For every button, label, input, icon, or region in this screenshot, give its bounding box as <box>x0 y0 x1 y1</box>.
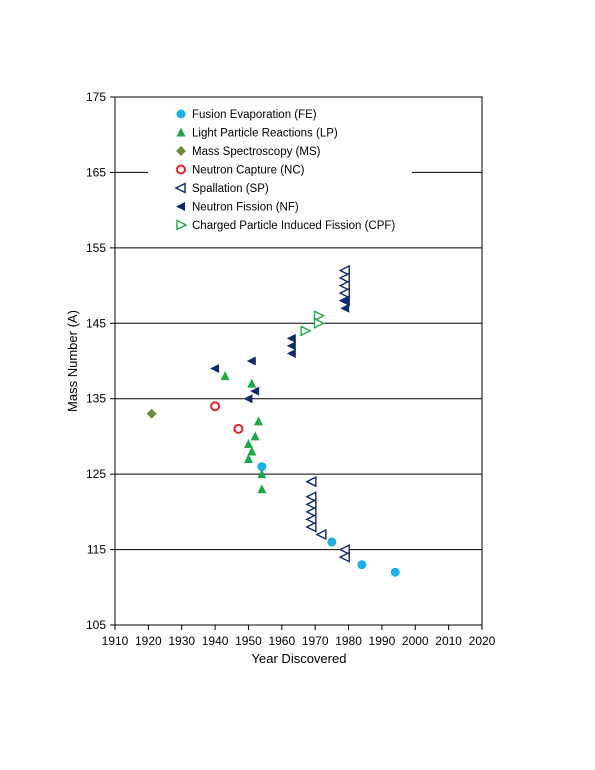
legend-entry: Mass Spectroscopy (MS) <box>176 146 321 158</box>
legend-label: Spallation (SP) <box>192 183 269 195</box>
data-point <box>338 551 350 563</box>
legend-label: Light Particle Reactions (LP) <box>192 128 338 140</box>
data-point <box>286 341 296 351</box>
legend-marker <box>176 202 185 211</box>
y-tick-label: 145 <box>86 316 106 330</box>
data-point <box>338 287 350 299</box>
legend-entry: Fusion Evaporation (FE) <box>176 109 317 121</box>
data-point <box>243 454 253 464</box>
data-point <box>305 476 317 488</box>
data-point <box>357 560 367 570</box>
data-point <box>250 431 260 441</box>
data-point <box>390 567 400 577</box>
data-point <box>305 513 317 526</box>
data-point <box>313 317 326 329</box>
legend-marker <box>176 164 186 175</box>
x-tick-label: 1930 <box>168 634 195 648</box>
x-tick-label: 1950 <box>235 634 262 648</box>
x-axis-label: Year Discovered <box>252 651 347 666</box>
legend-entry: Spallation (SP) <box>174 182 269 195</box>
x-tick-label: 2000 <box>402 634 429 648</box>
plot-area-frame <box>114 96 483 626</box>
data-point <box>338 543 350 556</box>
x-tick-label: 1910 <box>102 634 129 648</box>
x-tick-label: 1970 <box>302 634 329 648</box>
data-point <box>210 364 220 374</box>
legend-marker <box>176 127 186 137</box>
data-point <box>250 386 260 396</box>
legend-label: Mass Spectroscopy (MS) <box>192 146 321 158</box>
data-point <box>243 394 253 404</box>
axes: 105 115 125 135 145 155 165 175 1910 1920 1930 1940… <box>86 90 496 648</box>
series-group <box>220 371 267 494</box>
x-tick-label: 2010 <box>435 634 462 648</box>
legend-entry: Neutron Capture (NC) <box>176 164 305 177</box>
legend-entry: Light Particle Reactions (LP) <box>176 127 338 140</box>
data-point <box>300 325 312 337</box>
legend-label: Neutron Capture (NC) <box>192 165 305 177</box>
y-tick-label: 115 <box>87 543 106 557</box>
data-point <box>220 371 230 381</box>
legend-marker <box>176 146 186 156</box>
legend: Fusion Evaporation (FE) Light Particle Re… <box>148 103 412 237</box>
y-tick-label: 165 <box>86 165 106 179</box>
y-tick-label: 135 <box>86 392 106 406</box>
data-point <box>257 484 267 494</box>
legend-label: Fusion Evaporation (FE) <box>192 109 317 121</box>
data-point <box>247 378 257 388</box>
y-tick-label: 155 <box>86 241 106 255</box>
data-point <box>338 264 350 277</box>
x-tick-label: 1960 <box>268 634 295 648</box>
data-point <box>313 310 326 322</box>
y-axis-label: Mass Number (A) <box>65 310 80 412</box>
data-point <box>286 333 296 343</box>
legend-background <box>148 103 412 237</box>
data-point <box>146 408 157 419</box>
y-tick-label: 175 <box>86 90 106 104</box>
data-point <box>247 446 257 456</box>
x-tick-label: 1920 <box>135 634 162 648</box>
data-point <box>286 348 296 358</box>
data-point <box>246 356 256 366</box>
data-point <box>340 296 350 306</box>
legend-marker <box>174 182 186 194</box>
x-tick-label: 1940 <box>202 634 229 648</box>
data-point <box>338 279 350 292</box>
series-group <box>210 401 244 434</box>
legend-entry: Charged Particle Induced Fission (CPF) <box>176 219 395 232</box>
series-group <box>257 462 400 577</box>
series-group <box>146 408 157 419</box>
data-points <box>146 264 400 577</box>
data-point <box>257 469 267 479</box>
y-tick-label: 125 <box>86 467 106 481</box>
legend-entry: Neutron Fission (NF) <box>176 202 299 214</box>
legend-marker <box>176 109 186 119</box>
data-point <box>305 521 317 533</box>
y-tick-label: 105 <box>86 618 106 632</box>
data-point <box>243 438 253 448</box>
legend-marker <box>176 219 188 231</box>
data-point <box>253 416 263 426</box>
data-point <box>338 272 350 284</box>
x-tick-label: 1980 <box>335 634 362 648</box>
data-point <box>305 506 317 518</box>
data-point <box>340 303 350 313</box>
data-point <box>305 498 317 510</box>
series-group <box>210 296 350 404</box>
x-tick-label: 1990 <box>369 634 396 648</box>
data-point <box>327 537 337 547</box>
legend-label: Neutron Fission (NF) <box>192 202 299 214</box>
data-point <box>257 462 267 472</box>
legend-label: Charged Particle Induced Fission (CPF) <box>192 220 395 232</box>
data-point <box>233 423 244 434</box>
data-point <box>315 528 327 541</box>
data-point <box>210 401 221 412</box>
data-point <box>305 491 317 503</box>
x-tick-label: 2020 <box>469 634 496 648</box>
series-group <box>300 310 326 337</box>
series-group <box>305 264 350 563</box>
